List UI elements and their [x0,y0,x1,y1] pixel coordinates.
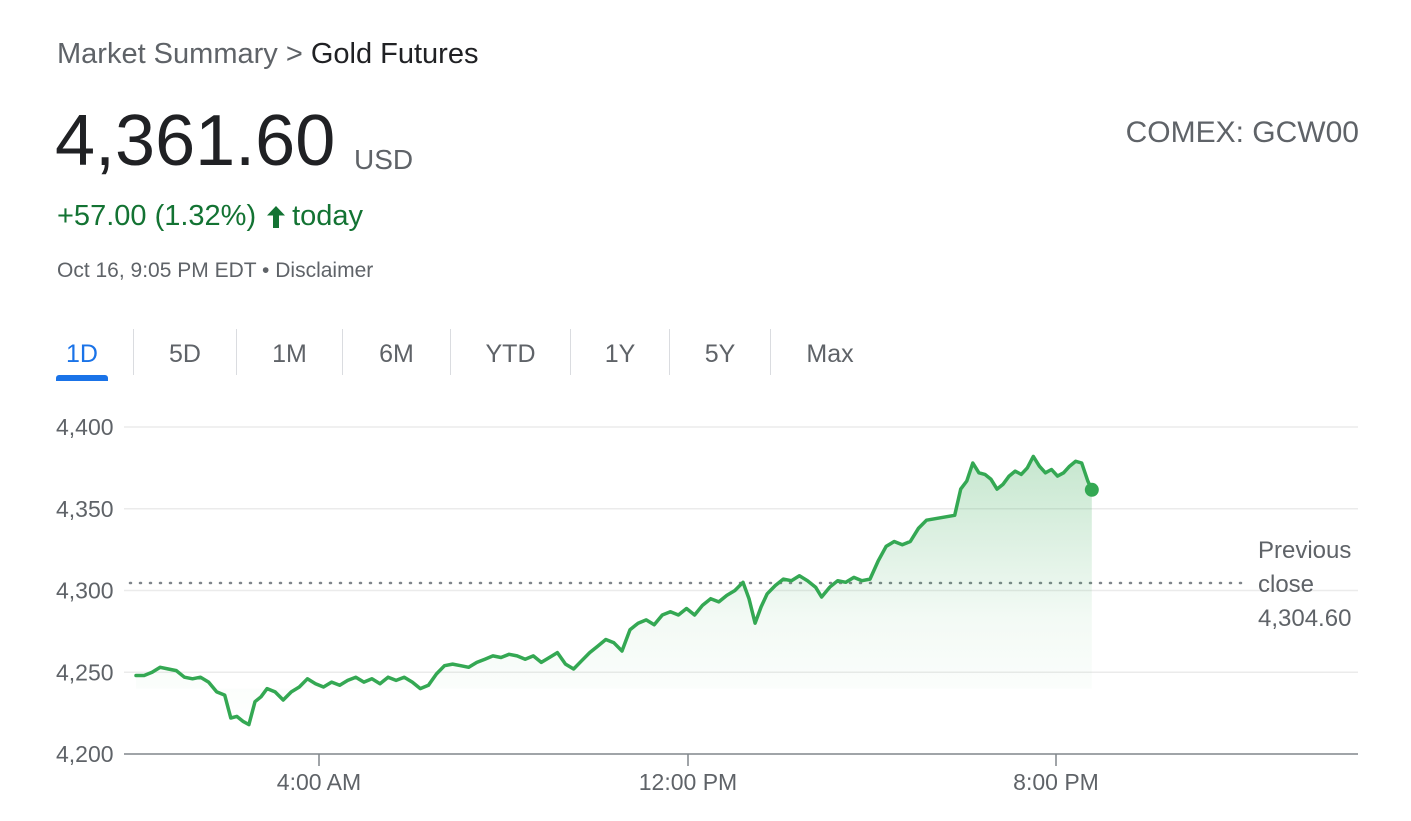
tab-ytd[interactable]: YTD [485,339,536,368]
y-tick-label: 4,400 [56,414,114,440]
breadcrumb-parent-link[interactable]: Market Summary [57,38,278,70]
breadcrumb-separator: > [285,38,303,70]
change-period: today [292,200,364,232]
y-tick-label: 4,350 [56,496,114,522]
breadcrumb: Market Summary > Gold Futures [57,38,478,71]
tab-1d[interactable]: 1D [56,325,108,383]
currency-label: USD [354,144,414,175]
quote-timestamp: Oct 16, 9:05 PM EDT [57,259,257,282]
timestamp-line: Oct 16, 9:05 PM EDT • Disclaimer [57,259,373,283]
tab-1m[interactable]: 1M [272,339,307,368]
range-tabs: 1D 5D 1M 6M YTD 1Y 5Y Max [56,325,889,383]
breadcrumb-current: Gold Futures [310,38,479,70]
tab-6m[interactable]: 6M [379,339,414,368]
y-tick-label: 4,200 [56,741,114,767]
x-tick-label: 4:00 AM [277,769,361,795]
tab-divider [133,329,134,375]
previous-close-line2: close [1258,571,1315,598]
price-line [134,454,1094,727]
y-tick-label: 4,300 [56,578,114,604]
tab-divider [342,329,343,375]
tab-divider [669,329,670,375]
tab-5d[interactable]: 5D [169,339,201,368]
arrow-up-icon [266,205,286,229]
tab-divider [570,329,571,375]
previous-close-line1: Previous [1258,537,1352,564]
tab-max[interactable]: Max [806,339,854,368]
ticker-symbol: COMEX: GCW00 [1125,116,1359,149]
y-axis-labels: 4,400 4,350 4,300 4,250 4,200 [56,414,114,767]
change-value: +57.00 (1.32%) [57,200,257,232]
previous-close-label: Previous close 4,304.60 [1258,534,1351,636]
price-area-fill [136,456,1092,725]
price-change: +57.00 (1.32%) today [57,200,363,233]
current-price: 4,361.60 [55,101,336,181]
dot-separator: • [262,259,270,282]
tab-5y[interactable]: 5Y [704,339,736,368]
x-axis-ticks: 4:00 AM 12:00 PM 8:00 PM [277,754,1099,795]
tab-divider [236,329,237,375]
disclaimer-link[interactable]: Disclaimer [275,259,374,282]
last-price-point [1084,482,1099,497]
x-tick-label: 8:00 PM [1013,769,1099,795]
tab-divider [770,329,771,375]
x-tick-label: 12:00 PM [639,769,737,795]
tab-divider [450,329,451,375]
tab-1y[interactable]: 1Y [604,339,636,368]
y-tick-label: 4,250 [56,659,114,685]
previous-close-value: 4,304.60 [1258,605,1352,632]
